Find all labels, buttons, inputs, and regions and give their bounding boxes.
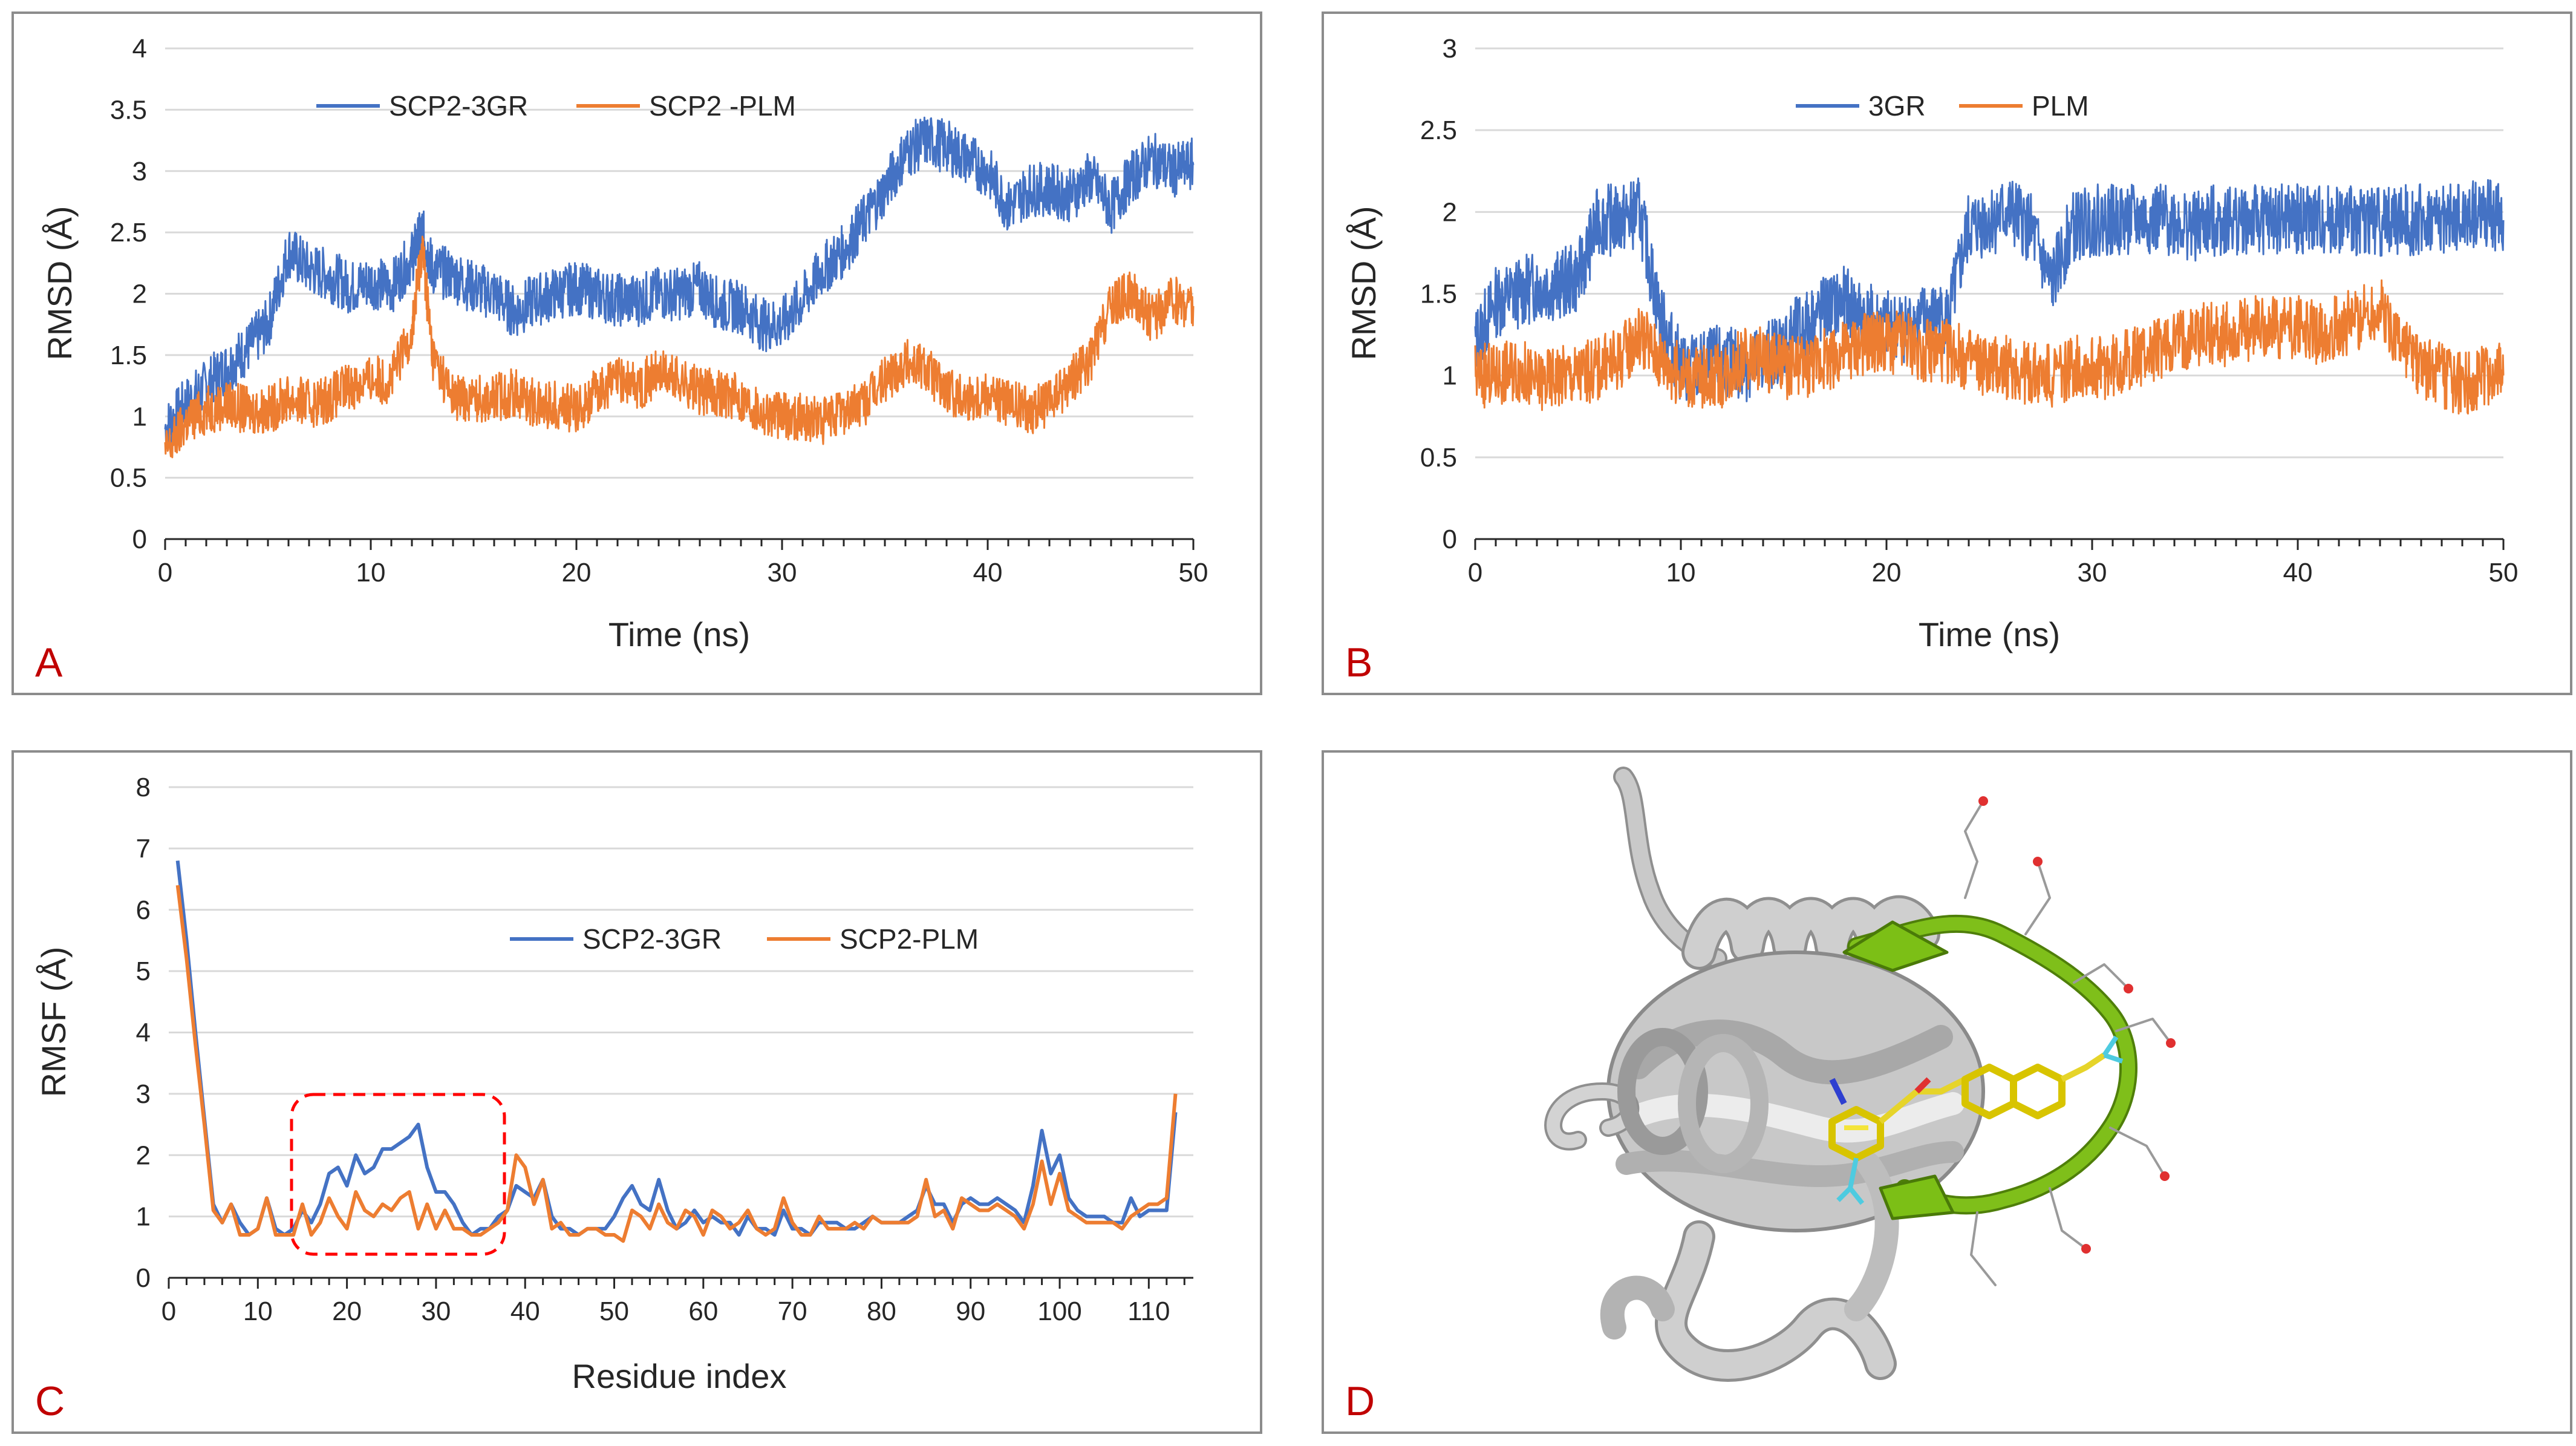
y-tick-label: 1 bbox=[132, 402, 147, 431]
x-tick-label: 110 bbox=[1127, 1297, 1170, 1326]
y-tick-label: 2 bbox=[136, 1140, 151, 1170]
x-tick-label: 50 bbox=[599, 1297, 629, 1326]
x-tick-label: 40 bbox=[510, 1297, 540, 1326]
legend-label: SCP2 -PLM bbox=[649, 90, 796, 122]
y-tick-label: 3 bbox=[132, 157, 147, 186]
x-tick-label: 30 bbox=[768, 558, 797, 587]
y-tick-label: 0 bbox=[1443, 525, 1457, 554]
legend: SCP2-3GR SCP2-PLM bbox=[510, 923, 979, 955]
legend-label: SCP2-3GR bbox=[389, 90, 528, 122]
x-tick-label: 20 bbox=[562, 558, 592, 587]
x-tick-label: 100 bbox=[1037, 1297, 1081, 1326]
protein-structure-panel-d: D bbox=[1322, 750, 2572, 1434]
x-tick-label: 80 bbox=[867, 1297, 896, 1326]
y-tick-label: 3 bbox=[1443, 34, 1457, 64]
x-axis-title: Residue index bbox=[572, 1357, 787, 1395]
protein-cartoon bbox=[1544, 767, 2176, 1382]
x-tick-label: 30 bbox=[421, 1297, 451, 1326]
protein-structure-image: D bbox=[1345, 767, 2176, 1424]
legend-label: PLM bbox=[2032, 90, 2089, 122]
y-tick-label: 0.5 bbox=[1420, 443, 1457, 473]
panel-label: C bbox=[35, 1378, 65, 1424]
rmsf-chart-c: 0 1 2 3 4 5 6 7 8 0 10 20 30 40 50 60 70 80 90 100 110 SCP2… bbox=[34, 773, 1193, 1424]
y-tick-label: 1.5 bbox=[1420, 280, 1457, 309]
y-tick-label: 1 bbox=[136, 1202, 151, 1232]
y-tick-label: 2 bbox=[132, 280, 147, 309]
x-tick-label: 10 bbox=[243, 1297, 273, 1326]
series-line-blue bbox=[1474, 177, 2505, 402]
y-axis-title: RMSF (Å) bbox=[34, 947, 73, 1098]
x-tick-label: 90 bbox=[956, 1297, 985, 1326]
series-line-orange bbox=[175, 885, 1178, 1243]
rmsd-chart-a: 0 0.5 1 1.5 2 2.5 3 3.5 4 0 10 20 30 40 50 SCP2-3GR S… bbox=[35, 34, 1208, 685]
legend-label: 3GR bbox=[1868, 90, 1926, 122]
y-tick-label: 1 bbox=[1443, 361, 1457, 391]
x-tick-label: 70 bbox=[778, 1297, 807, 1326]
y-tick-label: 2 bbox=[1443, 197, 1457, 227]
rmsd-chart-panel-b: 0 0.5 1 1.5 2 2.5 3 0 10 20 30 40 50 3GR PLM RMSD (… bbox=[1322, 11, 2572, 695]
highlight-box bbox=[290, 1093, 506, 1256]
y-tick-label: 1.5 bbox=[110, 341, 147, 370]
y-tick-label: 4 bbox=[132, 34, 147, 64]
y-tick-label: 3 bbox=[136, 1079, 151, 1109]
legend-label: SCP2-PLM bbox=[840, 923, 979, 955]
y-tick-label: 7 bbox=[136, 834, 151, 863]
x-tick-label: 40 bbox=[973, 558, 1003, 587]
panel-label: D bbox=[1345, 1378, 1375, 1424]
y-tick-label: 2.5 bbox=[110, 218, 147, 247]
y-tick-label: 0.5 bbox=[110, 463, 147, 493]
grid bbox=[1475, 47, 2503, 540]
x-tick-label: 50 bbox=[2489, 558, 2519, 587]
y-tick-label: 0 bbox=[136, 1263, 151, 1293]
y-axis-title: RMSD (Å) bbox=[1345, 206, 1383, 360]
panel-label: B bbox=[1345, 640, 1372, 685]
x-tick-label: 0 bbox=[161, 1297, 176, 1326]
y-tick-label: 5 bbox=[136, 957, 151, 986]
x-axis-title: Time (ns) bbox=[608, 615, 750, 653]
x-tick-label: 30 bbox=[2078, 558, 2107, 587]
rmsd-chart-b: 0 0.5 1 1.5 2 2.5 3 0 10 20 30 40 50 3GR PLM RMSD (… bbox=[1345, 34, 2519, 685]
ligand bbox=[1828, 1035, 2124, 1205]
grid bbox=[169, 786, 1193, 1279]
x-tick-label: 60 bbox=[688, 1297, 718, 1326]
x-axis-title: Time (ns) bbox=[1919, 615, 2060, 653]
y-tick-label: 0 bbox=[132, 525, 147, 554]
y-tick-label: 4 bbox=[136, 1018, 151, 1048]
legend-label: SCP2-3GR bbox=[582, 923, 722, 955]
y-axis-title: RMSD (Å) bbox=[41, 206, 79, 360]
legend: 3GR PLM bbox=[1796, 90, 2089, 122]
rmsd-chart-panel-a: 0 0.5 1 1.5 2 2.5 3 3.5 4 0 10 20 30 40 50 SCP2-3GR S… bbox=[11, 11, 1262, 695]
x-tick-label: 0 bbox=[158, 558, 172, 587]
y-tick-label: 2.5 bbox=[1420, 116, 1457, 145]
y-tick-label: 3.5 bbox=[110, 95, 147, 125]
series-line-blue bbox=[164, 116, 1195, 450]
y-tick-label: 6 bbox=[136, 895, 151, 925]
panel-label: A bbox=[35, 640, 63, 685]
x-tick-label: 10 bbox=[1666, 558, 1696, 587]
rmsf-chart-panel-c: 0 1 2 3 4 5 6 7 8 0 10 20 30 40 50 60 70 80 90 100 110 SCP2… bbox=[11, 750, 1262, 1434]
legend: SCP2-3GR SCP2 -PLM bbox=[316, 90, 796, 122]
x-tick-label: 10 bbox=[356, 558, 386, 587]
series-line-orange bbox=[1474, 279, 2505, 415]
series-line-blue bbox=[175, 860, 1178, 1237]
x-tick-label: 20 bbox=[332, 1297, 362, 1326]
x-tick-label: 20 bbox=[1872, 558, 1902, 587]
x-tick-label: 50 bbox=[1179, 558, 1208, 587]
x-tick-label: 40 bbox=[2283, 558, 2313, 587]
x-tick-label: 0 bbox=[1468, 558, 1482, 587]
series-line-orange bbox=[164, 235, 1195, 459]
y-tick-label: 8 bbox=[136, 773, 151, 802]
